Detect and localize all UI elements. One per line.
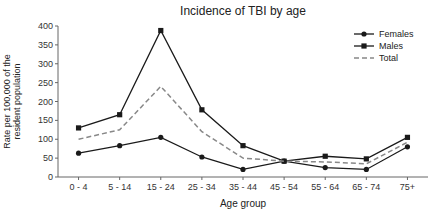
y-tick [55,44,58,45]
y-axis-label: Rate per 100,000 of theresident populati… [2,54,22,149]
x-tick-label: 55 - 64 [311,182,339,192]
x-tick [201,177,202,180]
x-tick [366,177,367,180]
x-tick [78,177,79,180]
x-tick-label: 45 - 54 [270,182,298,192]
marker-circle [323,165,328,170]
y-tick-label: 50 [43,153,53,163]
marker-square [199,107,204,112]
series-line [79,137,408,169]
x-tick [160,177,161,180]
y-tick-label: 0 [48,172,53,182]
y-tick-label: 100 [38,134,53,144]
legend-label: Total [379,53,398,63]
x-tick-label: 25 - 34 [188,182,216,192]
series-line [79,86,408,163]
marker-square [364,156,369,161]
x-tick [325,177,326,180]
x-tick-label: 15 - 24 [147,182,175,192]
y-tick [55,139,58,140]
x-tick-label: 65 - 74 [352,182,380,192]
y-tick-label: 150 [38,115,53,125]
y-tick [55,82,58,83]
x-tick [119,177,120,180]
marker-square [158,28,163,33]
x-tick-label: 5 - 14 [108,182,131,192]
marker-square [117,112,122,117]
legend: Females Males Total [354,29,414,63]
y-tick [55,26,58,27]
marker-circle [76,151,81,156]
marker-circle [117,143,122,148]
y-tick-label: 200 [38,97,53,107]
marker-square [323,154,328,159]
y-tick-label: 300 [38,59,53,69]
legend-label: Males [379,41,404,51]
plot-area [76,28,410,172]
y-tick [55,63,58,64]
x-tick-label: 75+ [400,182,415,192]
y-axis-label-line: Rate per 100,000 of the [2,54,12,149]
legend-label: Females [379,29,414,39]
legend-swatch [354,57,374,59]
x-tick [243,177,244,180]
y-tick [55,158,58,159]
x-tick-label: 0 - 4 [70,182,88,192]
series-line [79,31,408,162]
marker-circle [158,135,163,140]
y-tick-label: 350 [38,40,53,50]
marker-circle [199,154,204,159]
marker-square [361,43,366,48]
x-axis-label: Age group [220,198,267,209]
marker-circle [405,144,410,149]
marker-circle [240,167,245,172]
marker-circle [364,167,369,172]
title: Incidence of TBI by age [180,4,306,18]
x-tick-label: 35 - 44 [229,182,257,192]
x-tick [407,177,408,180]
marker-square [240,143,245,148]
marker-square [405,135,410,140]
marker-square [76,125,81,130]
chart: Incidence of TBI by age 0 50 100 150 200 250 30… [0,0,438,211]
y-tick-label: 400 [38,21,53,31]
x-tick [284,177,285,180]
y-tick-label: 250 [38,78,53,88]
y-tick [55,101,58,102]
marker-circle [361,31,366,36]
y-axis-label-line: resident population [12,63,22,139]
y-tick [55,120,58,121]
y-tick [55,177,58,178]
